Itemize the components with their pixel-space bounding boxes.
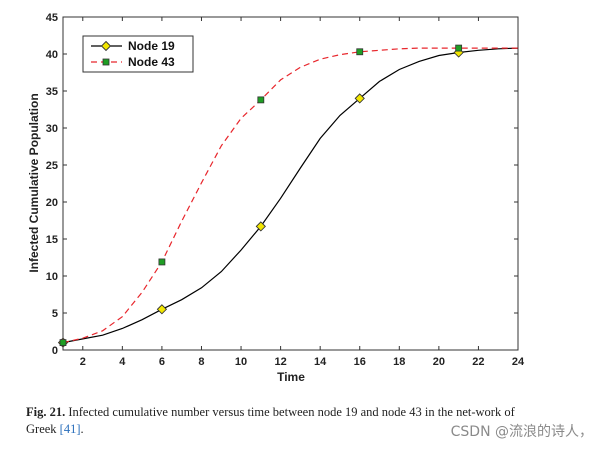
y-tick-label: 20 [46, 197, 58, 209]
data-point-marker [255, 221, 266, 232]
caption-end-punct: . [80, 422, 84, 436]
legend-marker [102, 58, 110, 66]
legend-box [82, 35, 194, 73]
y-tick-label: 40 [46, 49, 58, 61]
y-tick-label: 0 [52, 345, 58, 357]
watermark: CSDN @流浪的诗人， [450, 424, 593, 440]
data-point-marker [455, 44, 463, 52]
series-line [62, 47, 518, 344]
legend: Node 19 Node 43 [82, 35, 194, 73]
caption-text: Infected cumulative number versus time b… [26, 405, 515, 436]
x-tick-label: 6 [159, 356, 165, 368]
x-tick-label: 16 [354, 356, 366, 368]
caption-label: Fig. 21. [26, 405, 66, 419]
y-tick-label: 15 [46, 234, 58, 246]
x-tick-label: 12 [274, 356, 286, 368]
y-tick-label: 5 [52, 308, 58, 320]
y-axis-label: Infected Cumulative Population [27, 93, 41, 272]
x-axis: 2 4 6 8 10 12 14 16 18 20 22 24 [80, 17, 525, 368]
x-tick-label: 14 [314, 356, 327, 368]
series-layer [57, 44, 519, 348]
caption-reference-link[interactable]: [41] [59, 422, 81, 436]
legend-label: Node 43 [128, 55, 175, 69]
x-axis-label: Time [277, 370, 305, 384]
x-tick-label: 8 [198, 356, 204, 368]
series-line [62, 47, 519, 344]
data-point-marker [354, 93, 365, 104]
x-tick-label: 18 [393, 356, 405, 368]
data-point-marker [156, 304, 168, 315]
y-tick-label: 35 [46, 86, 58, 98]
legend-marker [100, 40, 112, 52]
data-point-marker [59, 339, 67, 347]
figure-caption: Fig. 21. Infected cumulative number vers… [26, 404, 546, 438]
legend-label: Node 19 [128, 39, 175, 53]
x-tick-label: 20 [433, 356, 445, 368]
series-node-43 [59, 44, 518, 347]
data-point-marker [257, 96, 265, 104]
x-tick-label: 10 [235, 356, 247, 368]
y-axis: 0 5 10 15 20 25 30 35 40 45 [46, 12, 518, 357]
y-tick-label: 45 [46, 12, 58, 24]
y-tick-label: 30 [46, 123, 58, 135]
x-tick-label: 22 [472, 356, 484, 368]
y-tick-label: 10 [46, 271, 58, 283]
data-point-marker [356, 48, 364, 56]
x-tick-label: 2 [80, 356, 86, 368]
x-tick-label: 24 [512, 356, 525, 368]
y-tick-label: 25 [46, 160, 58, 172]
data-point-marker [158, 258, 166, 266]
x-tick-label: 4 [119, 356, 126, 368]
